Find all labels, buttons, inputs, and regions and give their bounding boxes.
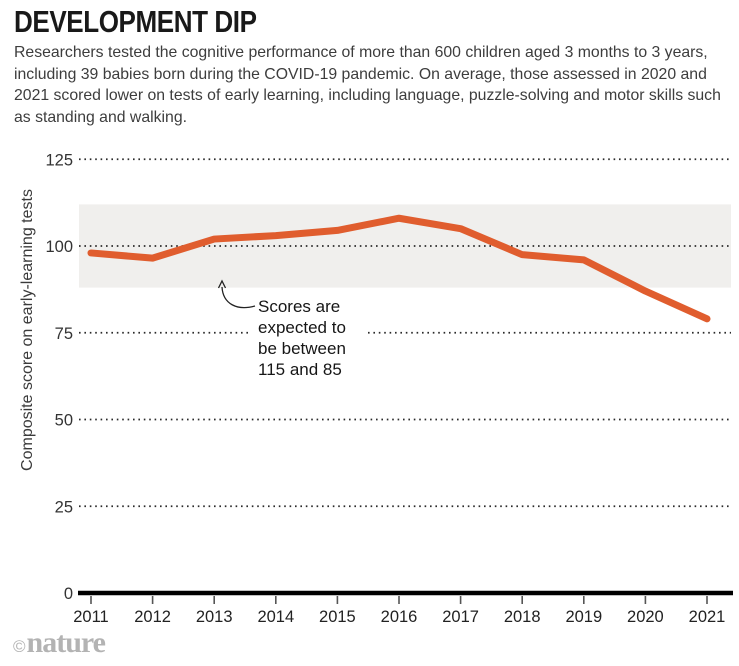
annotation-arrow [221, 286, 256, 309]
nature-logo-text: nature [26, 626, 106, 659]
chart-title: DEVELOPMENT DIP [14, 4, 257, 39]
x-tick-label-2021: 2021 [689, 608, 726, 626]
copyright-icon: © [13, 637, 26, 656]
y-axis-title: Composite score on early-learning tests [19, 189, 36, 471]
score-line [87, 214, 711, 323]
x-tick-label-2013: 2013 [196, 608, 233, 626]
nature-logo: © nature [13, 626, 106, 659]
x-tick-label-2012: 2012 [134, 608, 171, 626]
x-tick-label-2011: 2011 [73, 608, 108, 626]
x-tick-label-2019: 2019 [565, 608, 602, 626]
x-tick-label-2020: 2020 [627, 608, 664, 626]
x-tick-label-2017: 2017 [442, 608, 479, 626]
chart-svg: 0 25 50 75 100 125 2011 2012 2013 2014 2015 2016 201… [19, 151, 733, 626]
y-tick-label-50: 50 [55, 412, 73, 430]
x-tick-label-2015: 2015 [319, 608, 356, 626]
y-tick-label-75: 75 [55, 325, 73, 343]
y-tick-label-100: 100 [45, 238, 73, 256]
annotation-line-3: be between [258, 339, 346, 358]
x-tick-label-2016: 2016 [381, 608, 418, 626]
annotation-line-2: expected to [258, 318, 346, 337]
annotation-arrowhead-icon [217, 279, 227, 289]
y-tick-label-125: 125 [45, 151, 73, 169]
y-tick-label-0: 0 [64, 585, 73, 603]
x-tick-label-2018: 2018 [504, 608, 541, 626]
y-tick-label-25: 25 [55, 498, 73, 516]
chart-area: 0 25 50 75 100 125 2011 2012 2013 2014 2015 2016 201… [0, 140, 739, 635]
x-tick-label-2014: 2014 [257, 608, 294, 626]
annotation-line-4: 115 and 85 [258, 360, 342, 379]
annotation-line-1: Scores are [258, 297, 340, 316]
chart-description: Researchers tested the cognitive perform… [14, 44, 721, 126]
